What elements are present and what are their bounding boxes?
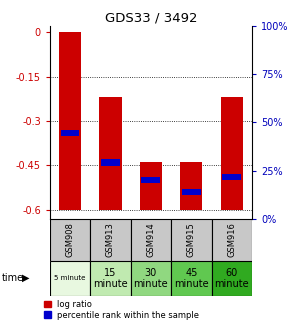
Text: GSM908: GSM908 — [66, 222, 74, 257]
Bar — [90, 261, 131, 296]
Bar — [182, 189, 201, 195]
Bar — [101, 159, 120, 166]
Text: GSM915: GSM915 — [187, 222, 196, 257]
Bar — [222, 174, 241, 181]
Bar — [140, 163, 162, 210]
Text: 15
minute: 15 minute — [93, 268, 128, 289]
Text: GSM916: GSM916 — [227, 222, 236, 257]
Bar — [212, 261, 252, 296]
Bar — [171, 219, 212, 261]
Text: GSM913: GSM913 — [106, 222, 115, 257]
Text: 60
minute: 60 minute — [214, 268, 249, 289]
Text: 5 minute: 5 minute — [54, 275, 86, 281]
Text: 45
minute: 45 minute — [174, 268, 209, 289]
Bar — [142, 177, 160, 183]
Legend: log ratio, percentile rank within the sample: log ratio, percentile rank within the sa… — [44, 300, 199, 319]
Bar — [61, 129, 79, 136]
Bar — [50, 261, 90, 296]
Bar — [171, 261, 212, 296]
Text: ▶: ▶ — [22, 273, 30, 283]
Bar — [131, 261, 171, 296]
Text: time: time — [1, 273, 24, 283]
Text: 30
minute: 30 minute — [134, 268, 168, 289]
Bar — [131, 219, 171, 261]
Bar — [212, 219, 252, 261]
Bar — [59, 32, 81, 210]
Text: GSM914: GSM914 — [146, 222, 155, 257]
Bar — [99, 97, 122, 210]
Bar — [221, 97, 243, 210]
Title: GDS33 / 3492: GDS33 / 3492 — [105, 12, 197, 25]
Bar — [90, 219, 131, 261]
Bar — [50, 219, 90, 261]
Bar — [180, 163, 202, 210]
